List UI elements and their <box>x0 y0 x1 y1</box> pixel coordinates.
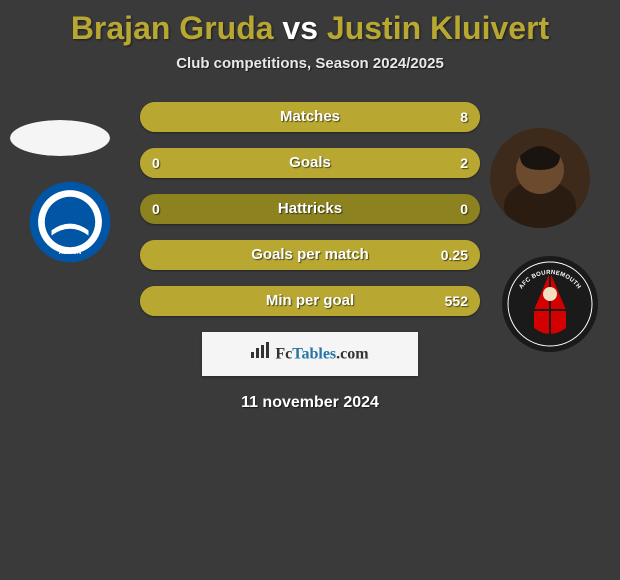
stat-row: 8Matches <box>140 102 480 132</box>
stat-value-right: 0 <box>460 194 468 224</box>
stat-row: 0.25Goals per match <box>140 240 480 270</box>
stat-row: 0 0Hattricks <box>140 194 480 224</box>
stat-value-right: 552 <box>445 286 468 316</box>
title-vs: vs <box>282 10 318 46</box>
brand-box: FcTables.com <box>202 332 418 376</box>
player2-avatar <box>490 128 590 228</box>
comparison-title: Brajan Gruda vs Justin Kluivert <box>0 0 620 47</box>
player1-club-badge: BRIGHTON & HOVE ALBION <box>20 180 120 264</box>
stat-value-right: 8 <box>460 102 468 132</box>
stat-value-left: 0 <box>152 148 160 178</box>
subtitle: Club competitions, Season 2024/2025 <box>0 55 620 72</box>
player1-name: Brajan Gruda <box>71 10 274 46</box>
player1-avatar <box>10 120 110 156</box>
stat-value-right: 2 <box>460 148 468 178</box>
stat-fill-right <box>140 102 480 132</box>
stat-fill-right <box>140 148 480 178</box>
player2-name: Justin Kluivert <box>327 10 549 46</box>
stat-row: 02Goals <box>140 148 480 178</box>
stat-fill-right <box>140 240 480 270</box>
brand-text: FcTables.com <box>275 346 368 363</box>
bar-chart-icon <box>251 332 269 376</box>
date-label: 11 november 2024 <box>0 394 620 412</box>
stat-value-left: 0 <box>152 194 160 224</box>
stat-label: Hattricks <box>140 194 480 224</box>
stat-fill-right <box>140 286 480 316</box>
stat-row: 552Min per goal <box>140 286 480 316</box>
player2-club-badge: AFC BOURNEMOUTH <box>500 254 600 354</box>
stat-value-right: 0.25 <box>441 240 468 270</box>
svg-text:ALBION: ALBION <box>59 250 81 256</box>
stats-list: 8Matches02Goals00Hattricks0.25Goals per … <box>140 102 480 316</box>
